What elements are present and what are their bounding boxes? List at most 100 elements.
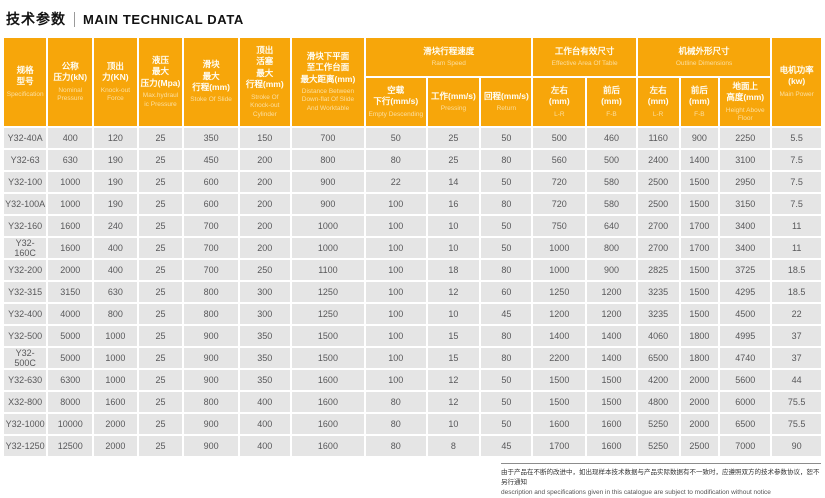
col-header-cn: 电机功率(kw) xyxy=(779,64,814,87)
value-cell: 200 xyxy=(239,194,290,214)
model-cell: Y32-630 xyxy=(4,370,47,390)
value-cell: 3235 xyxy=(637,282,679,302)
value-cell: 300 xyxy=(239,304,290,324)
value-cell: 50 xyxy=(481,370,532,390)
col-header-cn: 滑块下平面 至工作台面 最大距离(mm) xyxy=(300,50,356,84)
col-group-cn: 机械外形尺寸 xyxy=(678,45,730,56)
value-cell: 1700 xyxy=(533,436,586,456)
value-cell: 2825 xyxy=(637,260,679,280)
col-group-cn: 滑块行程速度 xyxy=(423,45,475,56)
col-header-cn: 液压 最大 压力(Mpa) xyxy=(140,54,181,88)
value-cell: 1700 xyxy=(680,216,719,236)
model-cell: Y32-160C xyxy=(4,238,47,258)
value-cell: 100 xyxy=(366,304,426,324)
value-cell: 100 xyxy=(366,326,426,346)
value-cell: 4800 xyxy=(637,392,679,412)
value-cell: 15 xyxy=(427,348,480,368)
value-cell: 1600 xyxy=(291,370,364,390)
table-row: Y32-63 630 190 25 450 200 800 80 25 80 560 500 2400 1… xyxy=(4,150,821,170)
value-cell: 7.5 xyxy=(772,150,821,170)
value-cell: 50 xyxy=(481,238,532,258)
table-row: Y32-100A 1000 190 25 600 200 900 100 16 80 720 580 2… xyxy=(4,194,821,214)
value-cell: 4500 xyxy=(720,304,771,324)
footer-note-en: description and specifications given in … xyxy=(501,488,771,496)
value-cell: 3235 xyxy=(637,304,679,324)
value-cell: 11 xyxy=(772,238,821,258)
model-cell: Y32-160 xyxy=(4,216,47,236)
value-cell: 1400 xyxy=(533,326,586,346)
value-cell: 45 xyxy=(481,304,532,324)
value-cell: 2250 xyxy=(720,128,771,148)
value-cell: 1000 xyxy=(94,370,137,390)
value-cell: 1000 xyxy=(48,172,93,192)
col-header-en: Specification xyxy=(6,90,44,98)
value-cell: 350 xyxy=(239,326,290,346)
value-cell: 80 xyxy=(481,348,532,368)
value-cell: 250 xyxy=(239,260,290,280)
col-header-outline-lr: 左右 (mm) L-R xyxy=(637,78,679,126)
model-cell: Y32-40A xyxy=(4,128,47,148)
value-cell: 900 xyxy=(587,260,636,280)
value-cell: 25 xyxy=(138,436,183,456)
value-cell: 60 xyxy=(481,282,532,302)
value-cell: 3100 xyxy=(720,150,771,170)
col-header-cn: 左右 (mm) xyxy=(647,84,669,107)
value-cell: 900 xyxy=(184,348,238,368)
value-cell: 560 xyxy=(533,150,586,170)
value-cell: 900 xyxy=(184,436,238,456)
col-header-cn: 前后 (mm) xyxy=(601,84,622,107)
value-cell: 1000 xyxy=(94,326,137,346)
value-cell: 80 xyxy=(481,194,532,214)
value-cell: 5250 xyxy=(637,436,679,456)
col-header-en: L-R xyxy=(554,110,565,118)
value-cell: 80 xyxy=(481,326,532,346)
value-cell: 1600 xyxy=(48,238,93,258)
col-header-stroke-of-slide: 滑块 最大 行程(mm) Stoke Of Slide xyxy=(184,38,238,126)
value-cell: 37 xyxy=(772,326,821,346)
col-header-en: Knock-out Force xyxy=(100,86,131,102)
value-cell: 50 xyxy=(481,414,532,434)
col-header-outline-fb: 前后 (mm) F-B xyxy=(680,78,719,126)
table-row: Y32-500C 5000 1000 25 900 350 1500 100 15 80 2200 1… xyxy=(4,348,821,368)
value-cell: 6500 xyxy=(720,414,771,434)
value-cell: 1000 xyxy=(533,238,586,258)
value-cell: 1200 xyxy=(587,282,636,302)
table-body: Y32-40A 400 120 25 350 150 700 50 25 50 500 460 1160… xyxy=(4,128,821,456)
value-cell: 1160 xyxy=(637,128,679,148)
value-cell: 400 xyxy=(48,128,93,148)
value-cell: 600 xyxy=(184,194,238,214)
value-cell: 7.5 xyxy=(772,194,821,214)
value-cell: 580 xyxy=(587,172,636,192)
value-cell: 12 xyxy=(427,392,480,412)
table-row: Y32-1250 12500 2000 25 900 400 1600 80 8 45 1700 16… xyxy=(4,436,821,456)
value-cell: 18 xyxy=(427,260,480,280)
value-cell: 2000 xyxy=(48,260,93,280)
value-cell: 900 xyxy=(184,414,238,434)
value-cell: 80 xyxy=(366,436,426,456)
value-cell: 1500 xyxy=(291,348,364,368)
value-cell: 1600 xyxy=(48,216,93,236)
value-cell: 4000 xyxy=(48,304,93,324)
value-cell: 1000 xyxy=(291,238,364,258)
value-cell: 25 xyxy=(138,282,183,302)
value-cell: 4740 xyxy=(720,348,771,368)
value-cell: 400 xyxy=(239,414,290,434)
value-cell: 200 xyxy=(239,216,290,236)
value-cell: 4200 xyxy=(637,370,679,390)
value-cell: 750 xyxy=(533,216,586,236)
value-cell: 3150 xyxy=(48,282,93,302)
value-cell: 22 xyxy=(366,172,426,192)
model-cell: X32-800 xyxy=(4,392,47,412)
page-title-cn: 技术参数 xyxy=(6,11,66,27)
value-cell: 450 xyxy=(184,150,238,170)
value-cell: 1250 xyxy=(533,282,586,302)
table-row: Y32-40A 400 120 25 350 150 700 50 25 50 500 460 1160… xyxy=(4,128,821,148)
value-cell: 100 xyxy=(366,282,426,302)
value-cell: 80 xyxy=(366,392,426,412)
value-cell: 630 xyxy=(94,282,137,302)
value-cell: 1700 xyxy=(680,238,719,258)
col-header-specification: 规格 型号 Specification xyxy=(4,38,47,126)
value-cell: 5250 xyxy=(637,414,679,434)
model-cell: Y32-315 xyxy=(4,282,47,302)
value-cell: 1000 xyxy=(533,260,586,280)
